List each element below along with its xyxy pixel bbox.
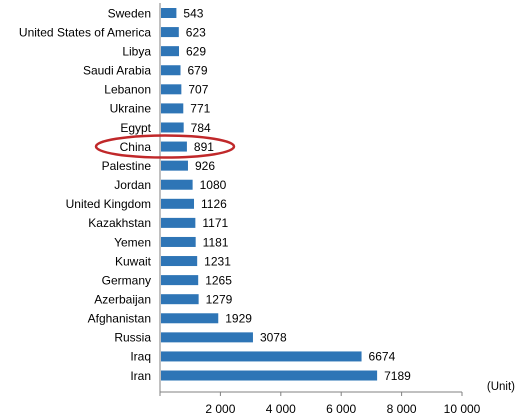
category-label: Libya: [122, 44, 151, 58]
value-label: 1126: [201, 197, 227, 211]
category-label: Lebanon: [104, 83, 151, 97]
bar-russia: [161, 332, 253, 343]
category-label: Yemen: [114, 235, 151, 249]
category-label: Palestine: [102, 159, 152, 173]
category-label: Saudi Arabia: [83, 64, 151, 78]
bar-china: [161, 141, 187, 152]
bar-jordan: [161, 179, 193, 190]
value-labels-group: 543 623 629 679 707 771 784 891 926 1080 1126 1171 1…: [183, 6, 411, 383]
bar-kazakhstan: [161, 217, 196, 228]
bar-germany: [161, 275, 199, 286]
bar-iraq: [161, 351, 362, 362]
bar-libya: [161, 46, 179, 57]
value-label: 1279: [206, 293, 233, 307]
category-label: China: [120, 140, 152, 154]
value-label: 679: [188, 64, 208, 78]
bar-united-states-of-america: [161, 27, 179, 38]
value-label: 1171: [202, 216, 228, 230]
category-label: Kuwait: [115, 254, 152, 268]
value-label: 1231: [204, 254, 231, 268]
bar-azerbaijan: [161, 294, 199, 305]
bar-iran: [161, 370, 378, 381]
value-label: 1929: [225, 312, 252, 326]
bar-lebanon: [161, 84, 182, 95]
x-tick-label: 8 000: [387, 402, 417, 416]
category-label: Azerbaijan: [94, 293, 151, 307]
bar-kuwait: [161, 256, 198, 267]
bar-united-kingdom: [161, 198, 195, 209]
category-label: Egypt: [120, 121, 151, 135]
value-label: 707: [188, 83, 208, 97]
x-tick-label: 10 000: [444, 402, 481, 416]
bar-egypt: [161, 122, 184, 133]
category-label: United Kingdom: [66, 197, 151, 211]
x-tick-label: 6 000: [326, 402, 356, 416]
category-label: Sweden: [108, 6, 151, 20]
value-label: 1265: [205, 273, 232, 287]
category-label: Iraq: [130, 350, 151, 364]
unit-label: (Unit): [487, 381, 515, 393]
bars-group: [161, 8, 378, 381]
value-label: 6674: [369, 350, 396, 364]
value-label: 1181: [203, 235, 229, 249]
category-label: United States of America: [19, 25, 151, 39]
value-label: 1080: [200, 178, 227, 192]
value-label: 891: [194, 140, 214, 154]
x-tick-label: 2 000: [205, 402, 235, 416]
category-label: Jordan: [114, 178, 151, 192]
category-label: Kazakhstan: [88, 216, 151, 230]
bar-saudi-arabia: [161, 65, 181, 76]
category-label: Afghanistan: [88, 312, 151, 326]
value-label: 623: [186, 25, 206, 39]
value-label: 629: [186, 44, 206, 58]
bar-palestine: [161, 160, 188, 171]
value-label: 784: [191, 121, 211, 135]
bar-ukraine: [161, 103, 184, 114]
x-tick-label: 4 000: [266, 402, 296, 416]
value-label: 7189: [384, 369, 411, 383]
x-axis-ticks-group: 2 000 4 000 6 000 8 000 10 000: [159, 392, 481, 416]
bar-sweden: [161, 8, 177, 18]
bar-yemen: [161, 236, 196, 247]
category-labels-group: Sweden United States of America Libya Saudi…: [19, 6, 152, 383]
category-label: Iran: [130, 369, 151, 383]
value-label: 771: [190, 102, 210, 116]
bar-afghanistan: [161, 313, 219, 324]
category-label: Germany: [102, 273, 151, 287]
category-label: Russia: [114, 331, 151, 345]
value-label: 3078: [260, 331, 287, 345]
value-label: 543: [183, 6, 203, 20]
category-label: Ukraine: [110, 102, 152, 116]
value-label: 926: [195, 159, 215, 173]
highlight-ellipse: [94, 134, 236, 159]
